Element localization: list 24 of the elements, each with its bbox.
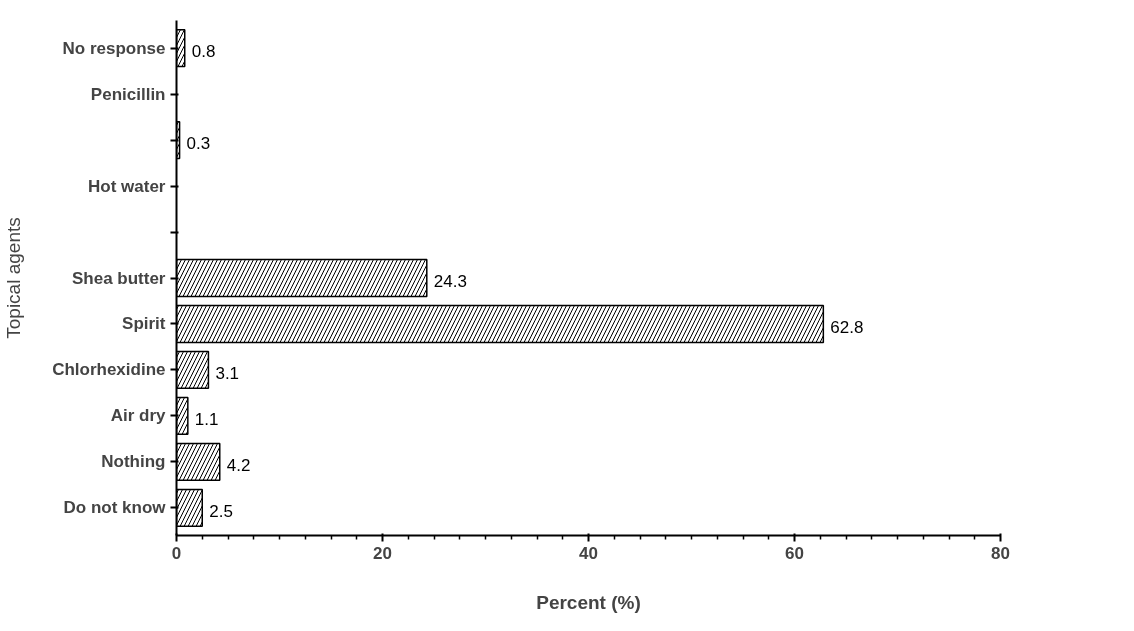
data-label: 62.8 [830, 317, 864, 337]
data-label: 0.3 [186, 134, 211, 154]
y-tick-label: Do not know [63, 498, 167, 518]
x-tick-label: 80 [991, 543, 1010, 563]
data-label: 0.8 [191, 42, 216, 62]
data-label: 3.1 [215, 363, 240, 383]
data-label: 2.5 [209, 501, 233, 521]
x-tick-label: 40 [579, 543, 598, 563]
y-tick-label: Shea butter [71, 268, 166, 288]
y-tick-label: Spirit [122, 314, 166, 334]
data-label: 4.2 [226, 455, 251, 475]
x-axis-title: Percent (%) [536, 591, 641, 613]
x-tick-label: 0 [171, 543, 182, 563]
data-label: 24.3 [433, 272, 467, 291]
y-tick-label: Air dry [110, 406, 167, 426]
y-tick-label: Nothing [101, 452, 166, 472]
y-tick-label: Hot water [88, 176, 166, 196]
y-tick-label: Penicillin [90, 84, 166, 104]
y-tick-label: No response [62, 38, 166, 58]
data-label: 1.1 [194, 409, 219, 429]
x-tick-label: 60 [785, 543, 804, 563]
x-tick-label: 20 [373, 543, 392, 563]
y-axis-title: Topical agents [3, 217, 25, 339]
y-tick-label: Chlorhexidine [52, 360, 166, 380]
